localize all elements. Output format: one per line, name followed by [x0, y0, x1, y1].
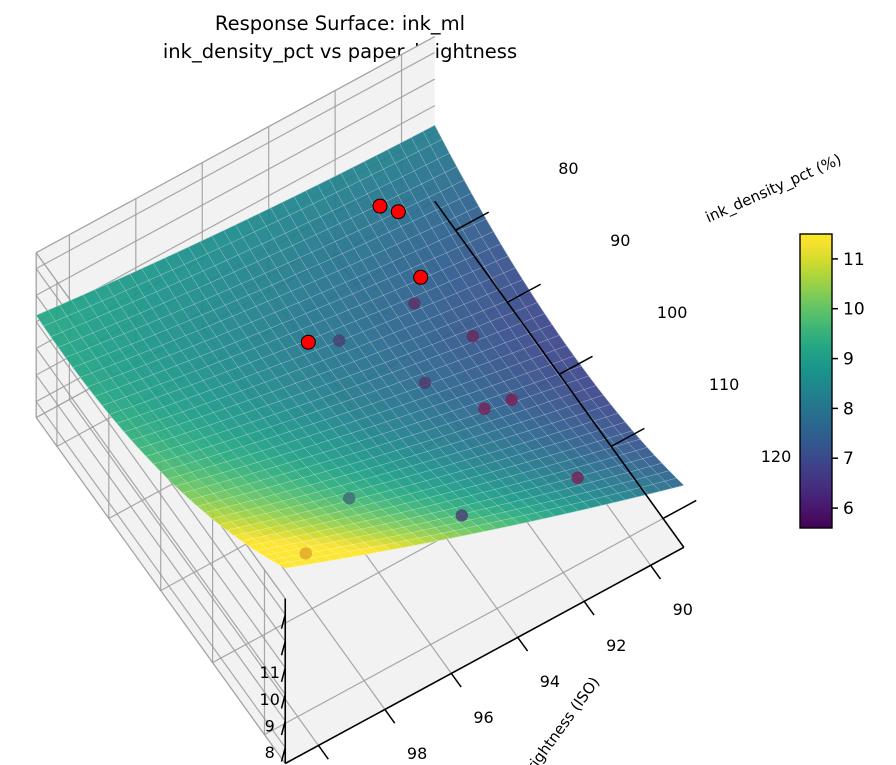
colorbar-tick-label-2: 8 [843, 399, 854, 419]
x-tick-label-0: 80 [558, 159, 578, 178]
x-tick-label-3: 110 [709, 375, 740, 394]
colorbar-tick-label-3: 9 [843, 350, 854, 370]
axes-3d: 8090100110120909294969810067891011ink_de… [35, 35, 844, 765]
axis-spines [280, 200, 697, 765]
scatter-point-surface-3 [418, 376, 432, 389]
scatter-point-surface-5 [408, 297, 421, 310]
scatter-point-surface-2 [299, 547, 312, 560]
colorbar-gradient [799, 233, 833, 529]
scatter-on-surface [299, 297, 584, 560]
scatter-point-surface-6 [466, 330, 479, 343]
z-tick-label-4: 10 [260, 690, 280, 709]
colorbar-tick-label-0: 6 [843, 499, 854, 519]
scatter-point-surface-4 [455, 509, 468, 522]
scatter-point-red-2 [413, 269, 429, 285]
y-tick-label-1: 92 [606, 636, 626, 655]
scatter-point-red-1 [372, 198, 388, 214]
colorbar-tick-label-4: 10 [843, 300, 865, 320]
x-tick-label-2: 100 [657, 303, 688, 322]
scatter-point-surface-9 [571, 471, 584, 484]
y-tick-label-4: 98 [407, 744, 427, 763]
y-tick-label-0: 90 [673, 600, 693, 619]
z-tick-label-3: 9 [265, 716, 275, 735]
plot-title-line-2: ink_density_pct vs paper_brightness [163, 40, 517, 63]
y-tick-label-3: 96 [473, 708, 493, 727]
z-tick-label-5: 11 [260, 663, 280, 682]
x-tick-label-1: 90 [610, 231, 630, 250]
scatter-point-surface-7 [478, 402, 491, 415]
y-tick-label-2: 94 [540, 672, 560, 691]
scatter-point-red-3 [390, 204, 406, 220]
z-tick-label-2: 8 [265, 743, 275, 762]
scatter-point-red-0 [300, 334, 316, 350]
scatter-point-surface-1 [343, 492, 356, 505]
scatter-above-surface [300, 198, 429, 350]
x-tick-label-4: 120 [761, 447, 792, 466]
scatter-point-surface-0 [333, 334, 346, 347]
plot-title-line-1: Response Surface: ink_ml [215, 12, 465, 35]
scatter-point-surface-8 [505, 393, 518, 406]
colorbar-tick-label-1: 7 [843, 449, 854, 469]
colorbar-tick-label-5: 11 [843, 250, 865, 270]
colorbar: 6 7 8 9 10 11 [799, 233, 865, 529]
